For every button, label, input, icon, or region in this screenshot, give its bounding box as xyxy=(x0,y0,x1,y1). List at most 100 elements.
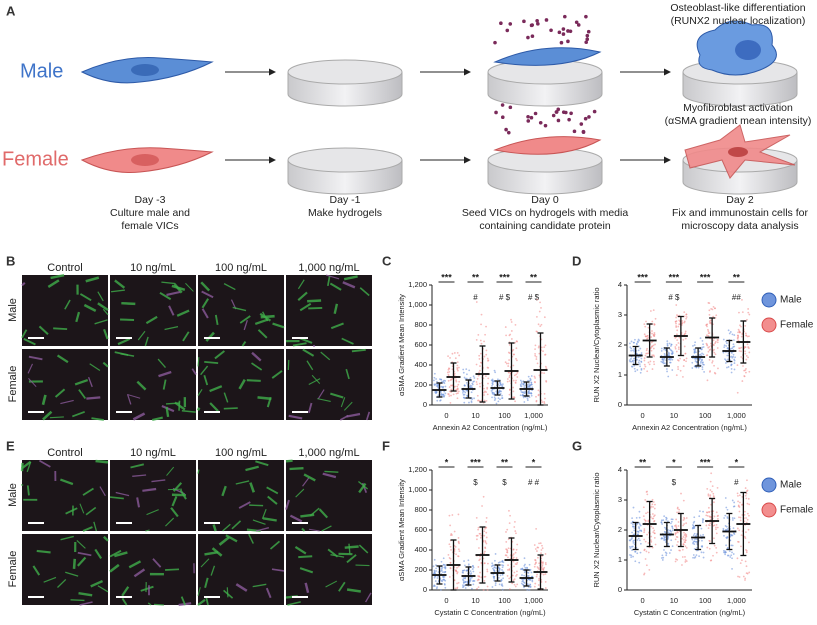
jitter-dot xyxy=(669,345,672,347)
jitter-dot xyxy=(462,371,465,374)
fiber xyxy=(214,314,219,326)
protein-dot xyxy=(581,130,586,135)
jitter-dot xyxy=(501,585,504,587)
jitter-dot xyxy=(472,583,475,586)
jitter-dot xyxy=(463,396,466,399)
jitter-dot xyxy=(726,536,729,538)
jitter-dot xyxy=(663,539,666,542)
jitter-dot xyxy=(727,358,729,361)
fiber xyxy=(309,507,320,517)
jitter-dot xyxy=(531,386,534,389)
x-tick-label: 100 xyxy=(498,596,511,605)
jitter-dot xyxy=(435,587,438,590)
jitter-dot xyxy=(722,338,725,341)
jitter-dot xyxy=(513,520,516,523)
jitter-dot xyxy=(462,586,464,589)
jitter-dot xyxy=(453,530,456,533)
jitter-dot xyxy=(630,556,633,559)
fiber xyxy=(232,306,247,312)
fiber xyxy=(205,596,209,606)
jitter-dot xyxy=(744,369,747,372)
jitter-dot xyxy=(740,325,742,328)
protein-dot xyxy=(569,111,573,116)
panel-label: F xyxy=(382,438,390,453)
jitter-dot xyxy=(509,514,511,517)
jitter-dot xyxy=(528,396,531,399)
jitter-dot xyxy=(747,528,750,531)
jitter-dot xyxy=(667,535,670,538)
jitter-dot xyxy=(490,379,493,382)
jitter-dot xyxy=(485,542,488,545)
protein-dot xyxy=(505,28,510,33)
jitter-dot xyxy=(543,392,546,395)
jitter-dot xyxy=(745,497,748,500)
jitter-dot xyxy=(733,359,736,362)
fiber xyxy=(339,414,349,421)
fiber xyxy=(330,392,344,399)
jitter-dot xyxy=(671,518,674,521)
fiber xyxy=(218,536,230,546)
jitter-dot xyxy=(675,525,678,528)
jitter-dot xyxy=(522,583,525,586)
protein-dot xyxy=(559,40,564,45)
jitter-dot xyxy=(730,534,733,537)
jitter-dot xyxy=(722,527,725,530)
jitter-dot xyxy=(505,554,508,557)
jitter-dot xyxy=(513,396,516,399)
fiber xyxy=(238,501,251,509)
jitter-dot xyxy=(638,522,641,525)
jitter-dot xyxy=(682,499,685,502)
jitter-dot xyxy=(732,527,735,530)
jitter-dot xyxy=(740,346,743,349)
jitter-dot xyxy=(512,386,515,389)
x-tick-label: 1,000 xyxy=(727,411,746,420)
fiber xyxy=(82,487,94,496)
fiber xyxy=(344,545,359,549)
jitter-dot xyxy=(526,566,528,569)
jitter-dot xyxy=(632,349,634,352)
jitter-dot xyxy=(457,565,460,568)
jitter-dot xyxy=(716,515,719,518)
jitter-dot xyxy=(487,360,489,362)
jitter-dot xyxy=(538,310,541,313)
jitter-dot xyxy=(738,516,740,519)
protein-dot xyxy=(526,35,530,40)
micrograph xyxy=(22,460,108,531)
jitter-dot xyxy=(667,375,670,378)
jitter-dot xyxy=(726,342,728,345)
jitter-dot xyxy=(663,549,665,551)
fiber xyxy=(266,486,279,495)
jitter-dot xyxy=(702,510,704,513)
jitter-dot xyxy=(457,513,460,516)
jitter-dot xyxy=(699,353,702,356)
protein-dot xyxy=(529,115,534,120)
marker-label: ## xyxy=(732,293,741,302)
jitter-dot xyxy=(501,385,504,387)
jitter-dot xyxy=(486,568,489,571)
fiber xyxy=(172,482,183,492)
fiber xyxy=(110,289,125,293)
jitter-dot xyxy=(485,531,488,534)
jitter-dot xyxy=(523,401,526,403)
jitter-dot xyxy=(634,338,636,341)
jitter-dot xyxy=(732,553,735,555)
fiber xyxy=(298,555,313,559)
jitter-dot xyxy=(630,357,632,360)
jitter-dot xyxy=(544,344,547,347)
jitter-dot xyxy=(701,358,703,361)
jitter-dot xyxy=(461,571,464,574)
fiber xyxy=(257,329,268,339)
fiber xyxy=(109,496,124,500)
jitter-dot xyxy=(677,348,680,351)
jitter-dot xyxy=(675,320,678,322)
jitter-dot xyxy=(695,554,698,557)
jitter-dot xyxy=(646,533,648,536)
jitter-dot xyxy=(631,549,633,551)
nucleus xyxy=(131,154,159,166)
jitter-dot xyxy=(722,529,725,532)
jitter-dot xyxy=(478,547,480,549)
y-axis-label: RUN X2 Nuclear/Cytoplasmic ratio xyxy=(592,287,601,402)
jitter-dot xyxy=(740,545,742,548)
jitter-dot xyxy=(643,529,646,532)
jitter-dot xyxy=(644,499,647,501)
